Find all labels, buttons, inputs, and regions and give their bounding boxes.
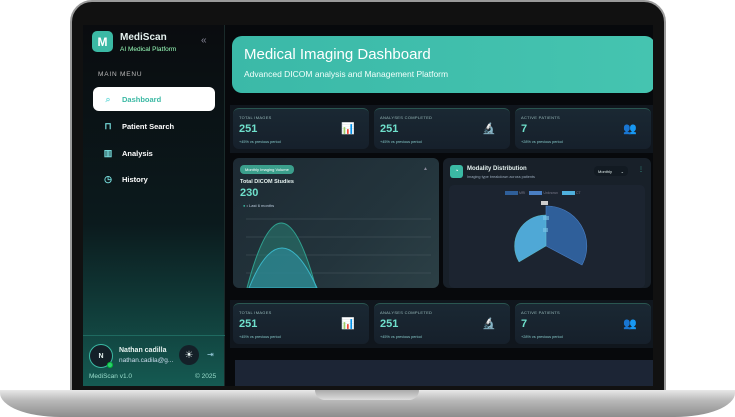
stat-label: ANALYSES COMPLETED [380, 115, 433, 120]
bar-chart-icon: ▥ [103, 147, 113, 158]
page-title: Medical Imaging Dashboard [244, 46, 431, 63]
logo: M [92, 31, 113, 52]
stat-value: 7 [521, 318, 528, 330]
main-content: Medical Imaging Dashboard Advanced DICOM… [225, 25, 653, 386]
stat-card-total-images: TOTAL IMAGES 251 +45% vs previous period 📊 [233, 108, 369, 149]
polar-slice-ct [514, 214, 547, 263]
chip-label: Monthly Imaging Volume [245, 167, 289, 172]
stat-value: 7 [521, 123, 528, 135]
brand-tagline: AI Medical Platform [120, 46, 177, 53]
header-banner: Medical Imaging Dashboard Advanced DICOM… [232, 36, 653, 93]
user-section [83, 335, 225, 386]
tick-label-box [543, 228, 548, 232]
more-options-icon[interactable]: ⋮ [638, 167, 644, 173]
menu-heading: MAIN MENU [98, 71, 143, 78]
laptop-notch [315, 390, 419, 400]
panel-subtitle: Imaging type breakdown across patients [467, 175, 535, 179]
stat-change: +28% vs previous period [521, 140, 563, 144]
user-name: Nathan cadilla [119, 347, 167, 354]
tick-label-box [541, 201, 548, 205]
chevron-down-icon: ⌄ [620, 168, 624, 174]
users-icon: 👥 [623, 123, 637, 135]
volume-value: 230 [240, 187, 259, 199]
chart-title: Total DICOM Studies [240, 179, 294, 185]
page-subtitle: Advanced DICOM analysis and Management P… [244, 69, 449, 79]
theme-toggle-sun-icon[interactable]: ☀ [179, 345, 199, 365]
online-status-dot [107, 362, 113, 368]
stats-row-2: TOTAL IMAGES 251 +45% vs previous period 📊 … [230, 300, 653, 348]
lock-icon: ⊓ [104, 120, 112, 131]
stat-card-analyses: ANALYSES COMPLETED 251 +45% vs previous pe… [374, 303, 510, 344]
nav-label: Patient Search [122, 121, 175, 131]
stat-change: +45% vs previous period [380, 335, 422, 339]
monthly-volume-panel: Monthly Imaging Volume ▲ Total DICOM Stu… [233, 158, 439, 288]
stat-value: 251 [380, 123, 399, 135]
stat-label: ACTIVE PATIENTS [521, 310, 561, 315]
stat-change: +28% vs previous period [521, 335, 563, 339]
polar-slice-mri [545, 205, 588, 266]
bar-chart-icon: 📊 [341, 318, 355, 330]
sidebar: M MediScan AI Medical Platform « MAIN ME… [83, 25, 225, 386]
sidebar-item-history[interactable]: ◷ History [93, 167, 215, 191]
panel-title: Modality Distribution [467, 166, 527, 172]
legend-unknown: Unknown [529, 191, 558, 196]
version: MediScan v1.0 [89, 373, 132, 380]
tick-label-box [543, 216, 549, 220]
bar-chart-icon: 📊 [341, 123, 355, 135]
logout-icon[interactable]: ⇥ [207, 350, 214, 359]
chip: Monthly Imaging Volume [240, 165, 294, 174]
sidebar-item-dashboard[interactable]: ⌕ Dashboard [93, 87, 215, 111]
avatar[interactable]: N [89, 344, 113, 368]
nav-label: History [122, 174, 148, 184]
stat-change: +45% vs previous period [380, 140, 422, 144]
clock-icon: ◷ [104, 173, 112, 184]
expand-icon[interactable]: ▲ [423, 166, 428, 172]
stat-value: 251 [239, 123, 258, 135]
pie-chart-icon: ◔ [450, 165, 463, 178]
polar-area-chart [514, 201, 588, 266]
stat-change: +45% vs previous period [239, 335, 281, 339]
stat-value: 251 [380, 318, 399, 330]
collapse-sidebar-icon[interactable]: « [201, 35, 207, 46]
modality-distribution-panel: ◔ Modality Distribution Imaging type bre… [443, 158, 651, 288]
user-email: nathan.cadila@g... [119, 357, 174, 364]
legend-mri: MRI [505, 191, 525, 196]
nav-label: Analysis [122, 148, 153, 158]
sidebar-item-patient-search[interactable]: ⊓ Patient Search [93, 114, 215, 138]
area-chart [246, 218, 431, 288]
stat-label: TOTAL IMAGES [239, 115, 272, 120]
search-icon: ⌕ [105, 93, 111, 104]
stat-change: +45% vs previous period [239, 140, 281, 144]
period-select[interactable]: Monthly ⌄ [594, 166, 628, 176]
copyright: © 2025 [195, 373, 217, 380]
stat-card-total-images: TOTAL IMAGES 251 +45% vs previous period 📊 [233, 303, 369, 344]
legend-item: ● • Last 6 months [243, 203, 275, 208]
users-icon: 👥 [623, 318, 637, 330]
stat-label: ACTIVE PATIENTS [521, 115, 561, 120]
legend-ct: CT [561, 191, 581, 196]
app-screen: M MediScan AI Medical Platform « MAIN ME… [83, 25, 653, 386]
stat-card-analyses: ANALYSES COMPLETED 251 +45% vs previous pe… [374, 108, 510, 149]
microscope-icon: 🔬 [482, 123, 496, 135]
stat-card-patients: ACTIVE PATIENTS 7 +28% vs previous period 👥 [515, 108, 651, 149]
stat-label: TOTAL IMAGES [239, 310, 272, 315]
stat-label: ANALYSES COMPLETED [380, 310, 433, 315]
sidebar-item-analysis[interactable]: ▥ Analysis [93, 141, 215, 165]
stat-value: 251 [239, 318, 258, 330]
stat-card-patients: ACTIVE PATIENTS 7 +28% vs previous period 👥 [515, 303, 651, 344]
microscope-icon: 🔬 [482, 318, 496, 330]
nav-label: Dashboard [122, 94, 162, 104]
chart-legend: MRI Unknown CT [505, 191, 581, 196]
bottom-panel [235, 360, 653, 386]
brand-name: MediScan [120, 32, 167, 43]
stats-row: TOTAL IMAGES 251 +45% vs previous period 📊 … [230, 105, 653, 153]
area-series-2 [248, 247, 318, 288]
